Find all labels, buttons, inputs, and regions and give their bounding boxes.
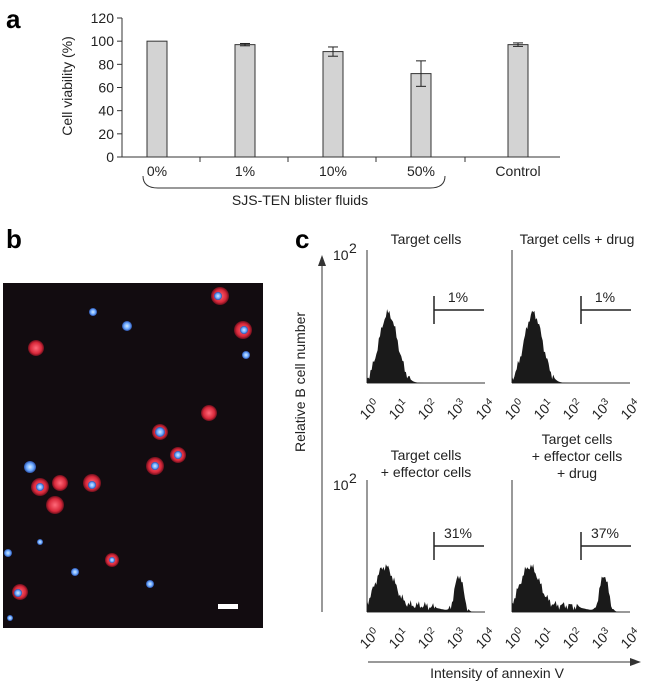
histogram-fill bbox=[367, 309, 485, 383]
histogram-fill bbox=[512, 564, 630, 612]
nucleus bbox=[109, 557, 115, 563]
histogram-fill bbox=[367, 564, 485, 612]
y-max-tick-label: 10 bbox=[333, 247, 349, 263]
histogram-panel: Target cells + drug 100 101 102 103 104 1% bbox=[501, 231, 644, 423]
x-tick-label: 0% bbox=[147, 163, 167, 179]
bracket bbox=[142, 175, 446, 189]
y-max-tick-exp: 2 bbox=[349, 470, 357, 486]
x-tick-label: 50% bbox=[407, 163, 435, 179]
x-tick-label: 10% bbox=[319, 163, 347, 179]
nucleus bbox=[214, 292, 222, 300]
x-tick-label: 102 bbox=[414, 625, 441, 652]
x-tick-label: 101 bbox=[385, 625, 412, 652]
histogram-title: Target cells + drug bbox=[520, 231, 635, 247]
y-tick-label: 120 bbox=[91, 10, 115, 26]
nucleus bbox=[151, 462, 159, 470]
gate-percentage: 1% bbox=[595, 289, 615, 305]
y-axis-label-c: Relative B cell number bbox=[292, 312, 308, 452]
x-tick-label: 104 bbox=[617, 625, 644, 652]
y-max-tick-label: 10 bbox=[333, 477, 349, 493]
scale-bar bbox=[218, 604, 238, 609]
histogram-title: + drug bbox=[557, 465, 597, 481]
nucleus bbox=[242, 351, 250, 359]
histogram-title: Target cells bbox=[542, 431, 613, 447]
x-axis-label-c: Intensity of annexin V bbox=[430, 665, 565, 681]
x-tick-label: 103 bbox=[443, 396, 470, 423]
histogram-title: + effector cells bbox=[381, 464, 471, 480]
histogram-panel: Target cells+ effector cells+ drug 100 101… bbox=[501, 431, 644, 652]
stained-cell bbox=[201, 405, 217, 421]
x-tick-label: 101 bbox=[530, 625, 557, 652]
nucleus bbox=[36, 483, 44, 491]
gate-percentage: 1% bbox=[448, 289, 468, 305]
nucleus bbox=[7, 615, 13, 621]
nucleus bbox=[37, 539, 43, 545]
x-tick-label: 103 bbox=[443, 625, 470, 652]
stained-cell bbox=[52, 475, 68, 491]
x-arrow-head bbox=[630, 658, 641, 666]
x-tick-label: 103 bbox=[588, 396, 615, 423]
fluorescence-micrograph bbox=[3, 283, 263, 628]
x-tick-label: 100 bbox=[501, 625, 528, 652]
y-tick-label: 80 bbox=[98, 56, 114, 72]
bar bbox=[146, 40, 168, 158]
nucleus bbox=[71, 568, 79, 576]
x-tick-label: 104 bbox=[472, 396, 499, 423]
panel-letter-b: b bbox=[6, 224, 22, 254]
x-tick-label: 102 bbox=[559, 625, 586, 652]
stained-cell bbox=[28, 340, 44, 356]
nucleus bbox=[24, 461, 36, 473]
nucleus bbox=[240, 326, 248, 334]
x-tick-label: 102 bbox=[414, 396, 441, 423]
nucleus bbox=[89, 308, 97, 316]
x-tick-label: 102 bbox=[559, 396, 586, 423]
bar bbox=[322, 51, 344, 158]
x-tick-label: 100 bbox=[356, 625, 383, 652]
x-tick-label: 1% bbox=[235, 163, 255, 179]
y-tick-label: 20 bbox=[98, 126, 114, 142]
stained-cell bbox=[46, 496, 64, 514]
x-tick-label: Control bbox=[495, 163, 540, 179]
histogram-title: Target cells bbox=[391, 231, 462, 247]
x-tick-label: 104 bbox=[617, 396, 644, 423]
histogram-fill bbox=[512, 310, 630, 383]
bar bbox=[507, 44, 529, 158]
bracket-label: SJS-TEN blister fluids bbox=[232, 192, 368, 208]
gate-percentage: 37% bbox=[591, 525, 619, 541]
histogram-title: + effector cells bbox=[532, 448, 622, 464]
x-tick-label: 100 bbox=[501, 396, 528, 423]
y-tick-label: 0 bbox=[106, 149, 114, 165]
bar-chart: Cell viability (%) SJS-TEN blister fluid… bbox=[59, 10, 560, 208]
y-tick-label: 100 bbox=[91, 33, 115, 49]
panel-letter-a: a bbox=[6, 4, 21, 34]
nucleus bbox=[174, 451, 182, 459]
bar bbox=[234, 44, 256, 158]
x-tick-label: 104 bbox=[472, 625, 499, 652]
y-tick-label: 40 bbox=[98, 103, 114, 119]
nucleus bbox=[14, 589, 22, 597]
y-axis-label: Cell viability (%) bbox=[59, 36, 75, 136]
nucleus bbox=[146, 580, 154, 588]
nucleus bbox=[88, 481, 96, 489]
micrograph-background bbox=[3, 283, 263, 628]
y-max-tick-exp: 2 bbox=[349, 240, 357, 256]
nucleus bbox=[4, 549, 12, 557]
x-tick-label: 101 bbox=[385, 396, 412, 423]
y-tick-label: 60 bbox=[98, 80, 114, 96]
x-tick-label: 101 bbox=[530, 396, 557, 423]
panel-letter-c: c bbox=[295, 224, 309, 254]
nucleus bbox=[155, 427, 165, 437]
y-arrow-head bbox=[318, 255, 326, 266]
histogram-title: Target cells bbox=[391, 447, 462, 463]
flow-cytometry-histograms: Relative B cell number Intensity of anne… bbox=[292, 231, 644, 681]
nucleus bbox=[122, 321, 132, 331]
gate-percentage: 31% bbox=[444, 525, 472, 541]
x-tick-label: 103 bbox=[588, 625, 615, 652]
x-tick-label: 100 bbox=[356, 396, 383, 423]
